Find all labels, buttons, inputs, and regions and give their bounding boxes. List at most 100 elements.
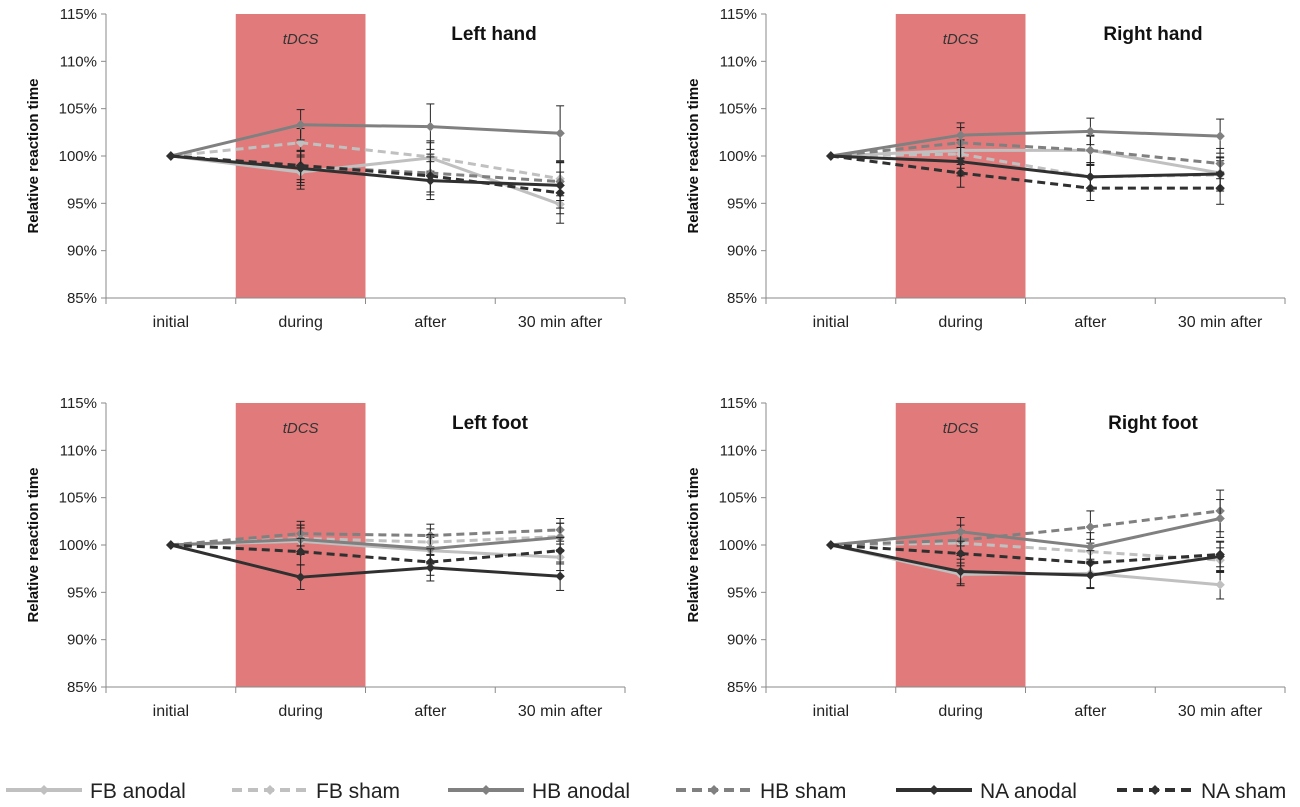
x-tick-label: during bbox=[938, 314, 982, 331]
chart-panel: tDCS 85% 90% 95% 100% 105% 110% 115% initial duri… bbox=[685, 395, 1286, 720]
data-point bbox=[1085, 126, 1096, 137]
y-tick-label: 115% bbox=[60, 6, 97, 23]
data-point bbox=[955, 548, 966, 559]
legend-marker bbox=[709, 785, 719, 795]
chart-panel: tDCS 85% 90% 95% 100% 105% 110% 115% initial duri… bbox=[25, 395, 626, 720]
y-tick-label: 90% bbox=[727, 632, 757, 649]
legend-label: HB anodal bbox=[532, 780, 630, 803]
series-line bbox=[830, 154, 1221, 190]
data-point bbox=[555, 545, 565, 556]
legend-item: FB sham bbox=[232, 780, 400, 803]
y-tick-label: 115% bbox=[720, 6, 757, 23]
data-point bbox=[1085, 172, 1096, 182]
y-tick-label: 95% bbox=[67, 195, 97, 212]
y-tick-label: 105% bbox=[719, 490, 757, 507]
x-tick-label: 30 min after bbox=[1178, 703, 1263, 720]
y-tick-label: 110% bbox=[60, 53, 97, 70]
y-tick-label: 85% bbox=[67, 290, 97, 307]
data-point bbox=[826, 151, 836, 161]
chart-title: Right hand bbox=[1103, 24, 1202, 45]
y-axis-title: Relative reaction time bbox=[25, 78, 42, 233]
series-line bbox=[830, 154, 1221, 179]
data-point bbox=[295, 546, 306, 557]
series-line bbox=[830, 129, 1221, 158]
y-tick-label: 115% bbox=[60, 395, 97, 412]
y-tick-label: 105% bbox=[59, 490, 97, 507]
data-point bbox=[425, 563, 436, 573]
data-point bbox=[295, 138, 306, 148]
series-line bbox=[830, 141, 1221, 166]
legend-marker bbox=[39, 785, 49, 795]
x-tick-label: initial bbox=[813, 314, 849, 331]
data-point bbox=[1085, 570, 1096, 581]
series-line bbox=[170, 528, 561, 547]
x-tick-label: 30 min after bbox=[518, 314, 603, 331]
series-line bbox=[170, 535, 561, 551]
legend-marker bbox=[265, 785, 275, 795]
data-point bbox=[295, 572, 306, 582]
data-point bbox=[1215, 131, 1225, 141]
legend-label: FB sham bbox=[316, 780, 400, 803]
x-tick-label: 30 min after bbox=[1178, 314, 1263, 331]
y-tick-label: 90% bbox=[67, 243, 97, 260]
y-tick-label: 90% bbox=[67, 632, 97, 649]
legend-item: NA anodal bbox=[896, 780, 1077, 803]
legend-item: FB anodal bbox=[6, 780, 186, 803]
series-hb-anodal bbox=[166, 103, 565, 162]
y-tick-label: 95% bbox=[67, 584, 97, 601]
y-tick-label: 100% bbox=[59, 537, 97, 554]
tdcs-band-label: tDCS bbox=[283, 420, 319, 437]
data-point bbox=[955, 130, 966, 140]
data-point bbox=[1215, 580, 1225, 590]
y-tick-label: 95% bbox=[727, 195, 757, 212]
y-tick-label: 110% bbox=[720, 53, 757, 70]
series-line bbox=[830, 543, 1221, 565]
series-na-anodal bbox=[166, 150, 565, 209]
data-point bbox=[555, 128, 565, 138]
y-tick-label: 110% bbox=[60, 442, 97, 459]
legend-marker bbox=[481, 785, 491, 795]
data-point bbox=[555, 571, 565, 581]
chart-title: Right foot bbox=[1108, 413, 1198, 434]
y-axis-title: Relative reaction time bbox=[25, 467, 42, 622]
x-tick-label: initial bbox=[813, 703, 849, 720]
chart-panel: tDCS 85% 90% 95% 100% 105% 110% 115% initial duri… bbox=[25, 6, 626, 331]
tdcs-band-label: tDCS bbox=[283, 31, 319, 48]
data-point bbox=[295, 120, 306, 130]
chart-title: Left foot bbox=[452, 413, 529, 434]
data-point bbox=[955, 566, 966, 577]
chart-panel: tDCS 85% 90% 95% 100% 105% 110% 115% initial duri… bbox=[685, 6, 1286, 331]
series-na-anodal bbox=[826, 146, 1225, 192]
data-point bbox=[1215, 551, 1225, 562]
x-tick-label: initial bbox=[153, 703, 189, 720]
tdcs-band-label: tDCS bbox=[943, 31, 979, 48]
x-tick-label: initial bbox=[153, 314, 189, 331]
y-tick-label: 110% bbox=[720, 442, 757, 459]
y-axis-title: Relative reaction time bbox=[685, 78, 702, 233]
series-na-anodal bbox=[166, 540, 565, 591]
data-point bbox=[826, 540, 836, 550]
y-tick-label: 100% bbox=[59, 148, 97, 165]
y-tick-label: 100% bbox=[719, 148, 757, 165]
y-tick-label: 100% bbox=[719, 537, 757, 554]
series-line bbox=[170, 543, 561, 564]
data-point bbox=[1215, 513, 1225, 524]
data-point bbox=[166, 151, 176, 161]
x-tick-label: after bbox=[1074, 703, 1107, 720]
data-point bbox=[425, 121, 436, 132]
series-hb-anodal bbox=[826, 117, 1225, 161]
legend-marker bbox=[929, 785, 939, 795]
series-line bbox=[170, 543, 561, 579]
legend-item: HB anodal bbox=[448, 780, 630, 803]
data-point bbox=[955, 156, 966, 167]
y-tick-label: 105% bbox=[719, 101, 757, 118]
legend-label: FB anodal bbox=[90, 780, 186, 803]
series-line bbox=[170, 154, 561, 187]
series-line bbox=[170, 154, 561, 206]
y-tick-label: 85% bbox=[67, 679, 97, 696]
x-tick-label: during bbox=[278, 314, 322, 331]
x-tick-label: after bbox=[414, 314, 447, 331]
series-line bbox=[170, 141, 561, 181]
y-tick-label: 85% bbox=[727, 290, 757, 307]
